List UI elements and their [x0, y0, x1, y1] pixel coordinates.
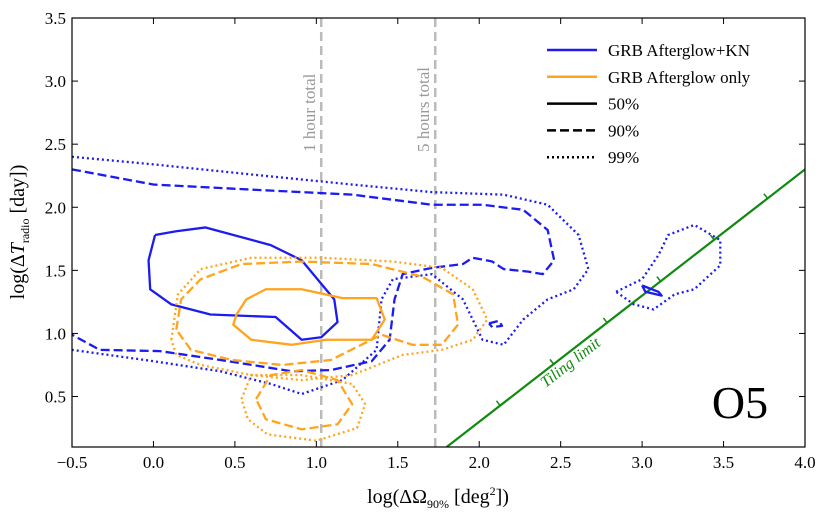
x-tick-label: −0.5 [57, 453, 88, 472]
contour [147, 226, 339, 341]
vline-label: 5 hours total [414, 67, 433, 152]
y-tick-label: 2.0 [45, 198, 66, 217]
y-tick-label: 0.5 [45, 388, 66, 407]
plot-layer [72, 18, 805, 447]
contour [488, 319, 504, 329]
y-tick-label: 3.0 [45, 72, 66, 91]
x-tick-label: 2.5 [550, 453, 571, 472]
frame [71, 17, 806, 448]
tiling-tick [495, 400, 501, 407]
contour [240, 373, 367, 442]
y-tick-label: 3.5 [45, 9, 66, 28]
contour [170, 256, 489, 382]
x-tick-label: 3.0 [631, 453, 652, 472]
x-label-part: [deg [449, 486, 490, 508]
tiling-label: Tiling limit [538, 334, 605, 391]
legend-label: 50% [608, 95, 639, 114]
y-label-part: [day]) [7, 165, 29, 219]
y-tick-label: 1.5 [45, 261, 66, 280]
x-label-sub: 90% [427, 497, 449, 511]
x-axis-label: log(ΔΩ90% [deg2]) [367, 484, 509, 511]
vline-label: 1 hour total [300, 73, 319, 152]
y-label-part: log(Δ [7, 254, 29, 299]
x-tick-label: 0.5 [224, 453, 245, 472]
y-label-sub: radio [18, 219, 32, 244]
contour [175, 260, 460, 367]
tiling-tick [602, 317, 608, 324]
tiling-tick [549, 358, 555, 365]
tiling-tick [709, 234, 715, 241]
contour [232, 288, 386, 346]
x-tick-label: 4.0 [794, 453, 815, 472]
y-tick-label: 2.5 [45, 135, 66, 154]
x-label-part: log(ΔΩ [367, 486, 427, 508]
contour [255, 368, 354, 431]
tiling-tick [656, 276, 662, 282]
legend-label: GRB Afterglow+KN [608, 41, 750, 60]
contour [641, 284, 663, 297]
x-label-sup: 2 [490, 484, 496, 498]
legend-label: GRB Afterglow only [608, 68, 751, 87]
tiling-line [445, 168, 805, 447]
x-tick-label: 1.0 [306, 453, 327, 472]
y-label-part: T [7, 241, 29, 254]
contour [72, 155, 590, 396]
legend-label: 99% [608, 148, 639, 167]
tiling-tick [763, 193, 769, 199]
y-axis-label: log(ΔTradio [day]) [7, 165, 32, 300]
contour [615, 223, 722, 311]
x-tick-label: 0.0 [143, 453, 164, 472]
annotation: O5 [712, 377, 768, 428]
legend-label: 90% [608, 121, 639, 140]
x-tick-label: 1.5 [387, 453, 408, 472]
x-tick-label: 2.0 [469, 453, 490, 472]
y-tick-label: 1.0 [45, 324, 66, 343]
x-tick-label: 3.5 [713, 453, 734, 472]
x-label-part: ]) [496, 486, 509, 508]
